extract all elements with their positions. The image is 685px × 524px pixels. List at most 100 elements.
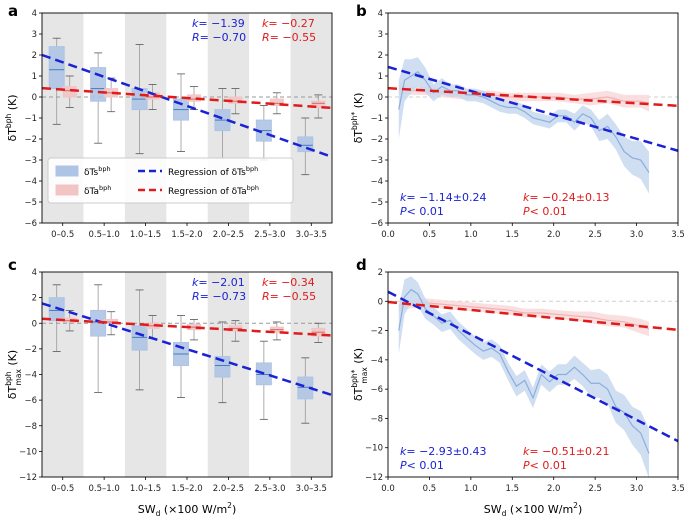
legend-label: Regression of δTabph [168,184,259,197]
stat-annotation: P< 0.01 [523,459,567,472]
stat-annotation-symbol: R [192,290,200,303]
stat-annotation: k= −0.27 [262,17,315,30]
stat-annotation-symbol: R [192,31,200,44]
stat-annotation-symbol: P [400,459,407,472]
x-axis-label-sub: d [502,509,507,518]
regression-line [41,53,333,159]
plot-frame [387,271,679,478]
panel-letter: b [356,2,367,20]
x-tick-label: 2.5 [588,230,602,240]
x-tick-label: 0.5 [423,484,437,494]
x-axis-label-close: ) [578,503,582,516]
legend-label-main: Regression of δTa [168,187,247,197]
y-tick-label: 0 [378,93,383,103]
x-tick-label: 2.5–3.0 [254,230,285,240]
x-tick-label: 1.5–2.0 [171,230,202,240]
box-ta [311,100,326,108]
y-tick-label: −12 [19,473,37,483]
x-tick-label: 1.5 [506,484,520,494]
y-axis-label-unit: (K) [6,94,19,113]
y-tick-label: −5 [370,198,383,208]
box-ta [62,86,77,98]
y-tick-label: −2 [370,327,383,337]
x-axis-label-unit: (×100 W/m [506,503,573,516]
stat-annotation-value: = −0.27 [268,17,314,30]
y-tick-label: −6 [24,219,37,229]
stat-annotation-symbol: P [400,205,407,218]
x-tick-label: 0–0.5 [51,230,74,240]
regression-line [41,302,333,397]
legend-label-sup: bph [98,165,110,173]
legend-label: δTsbph [84,165,111,178]
x-tick-label: 0.5–1.0 [88,484,119,494]
x-tick-label: 2.0–2.5 [213,484,244,494]
regression-line [41,86,333,110]
x-axis-label-sub: d [156,509,161,518]
y-axis-label: δTbph*max (K) [350,348,369,401]
y-tick-label: 2 [32,294,37,304]
x-tick-label: 3.5 [671,484,685,494]
y-tick-label: −2 [24,345,37,355]
panel-a: a 0–0.5 0.5–1.0 1.0–1.5 1.5–2.0 2.0–2.5 2.5–3.… [4,2,333,240]
stat-annotation-value: < 0.01 [530,459,567,472]
y-axis-label-sub: max [360,367,369,384]
x-tick-label: 0.0 [381,484,395,494]
x-tick-label: 2.5–3.0 [254,484,285,494]
y-tick-label: −4 [24,177,37,187]
x-tick-label: 2.0 [547,230,561,240]
stat-annotation-value: < 0.01 [407,459,444,472]
x-tick-label: 2.0–2.5 [213,230,244,240]
y-tick-label: −12 [365,473,383,483]
y-tick-label: −2 [24,135,37,145]
stat-annotation-symbol: k [192,17,199,30]
x-tick-label: 0.0 [381,230,395,240]
series-line-ts [398,288,650,454]
y-tick-label: 0 [32,93,37,103]
y-tick-label: −4 [370,177,383,187]
x-tick-label: 1.5 [506,230,520,240]
x-axis-label-close: ) [232,503,236,516]
category-shade [124,272,167,477]
y-tick-label: 4 [32,9,37,19]
stat-annotation-symbol: P [523,459,530,472]
y-tick-label: −4 [24,371,37,381]
x-axis-label-main: SW [138,503,156,516]
y-tick-label: −6 [370,219,383,229]
y-tick-label: 1 [32,72,37,82]
y-tick-label: 2 [32,51,37,61]
legend-label-sup: bph [99,184,111,192]
y-axis-label-sup: bph [4,114,13,129]
y-tick-label: 0 [378,297,383,307]
stat-annotation: P< 0.01 [400,205,444,218]
legend-swatch-box [55,165,79,177]
stat-annotation: P< 0.01 [523,205,567,218]
y-tick-label: −1 [370,114,383,124]
panel-letter: a [8,2,18,20]
stat-annotation: R= −0.73 [192,290,246,303]
y-axis-label-main: δT [352,387,365,401]
y-axis-label-main: δT [6,128,19,142]
stat-annotation-value: < 0.01 [407,205,444,218]
stat-annotation: k= −0.24±0.13 [523,191,610,204]
y-tick-label: 2 [378,51,383,61]
x-tick-label: 1.0–1.5 [130,484,161,494]
uncertainty-band-ts [398,276,649,479]
regression-line [387,86,679,108]
legend-frame [47,157,294,204]
legend-label-sup: bph [246,165,258,173]
x-tick-label: 2.0 [547,484,561,494]
box-ta [269,98,284,106]
panel-letter: d [356,256,367,274]
x-axis-label: SWd (×100 W/m2) [138,501,237,518]
y-axis-label: δTbph* (K) [350,93,365,144]
y-tick-label: −2 [370,135,383,145]
regression-line [387,290,679,443]
box-ts [90,67,107,102]
y-tick-label: 0 [32,319,37,329]
y-tick-label: 1 [378,72,383,82]
stat-annotation-value: = −1.14±0.24 [406,191,486,204]
y-tick-label: 4 [378,9,383,19]
x-tick-label: 0.5 [423,230,437,240]
